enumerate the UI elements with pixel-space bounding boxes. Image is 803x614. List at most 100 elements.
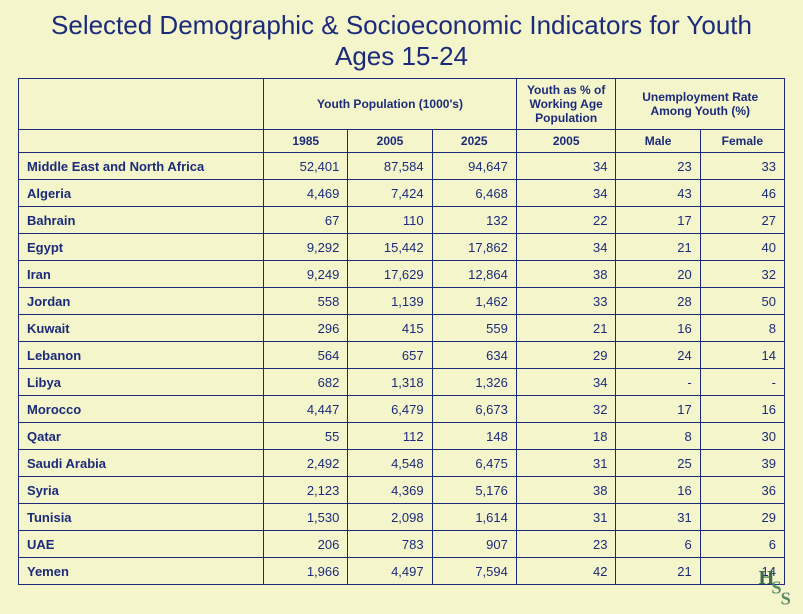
- indicators-table: Youth Population (1000's) Youth as % of …: [18, 78, 785, 585]
- row-value: 6,475: [432, 450, 516, 477]
- row-value: 34: [516, 153, 616, 180]
- row-value: 20: [616, 261, 700, 288]
- row-value: 32: [700, 261, 784, 288]
- row-value: 1,326: [432, 369, 516, 396]
- row-value: 564: [264, 342, 348, 369]
- row-value: 12,864: [432, 261, 516, 288]
- row-value: 2,492: [264, 450, 348, 477]
- row-value: 23: [616, 153, 700, 180]
- row-value: 16: [616, 315, 700, 342]
- row-value: 40: [700, 234, 784, 261]
- row-value: 55: [264, 423, 348, 450]
- header-female: Female: [700, 130, 784, 153]
- row-value: 36: [700, 477, 784, 504]
- header-working-age: Youth as % of Working Age Population: [516, 79, 616, 130]
- row-value: 21: [616, 234, 700, 261]
- row-value: 67: [264, 207, 348, 234]
- table-row: Saudi Arabia2,4924,5486,475312539: [19, 450, 785, 477]
- row-value: 2,098: [348, 504, 432, 531]
- row-value: 33: [700, 153, 784, 180]
- row-value: -: [700, 369, 784, 396]
- row-label: Iran: [19, 261, 264, 288]
- row-value: 38: [516, 477, 616, 504]
- row-value: 296: [264, 315, 348, 342]
- row-value: 21: [516, 315, 616, 342]
- row-value: 132: [432, 207, 516, 234]
- row-value: 112: [348, 423, 432, 450]
- row-value: 50: [700, 288, 784, 315]
- header-population: Youth Population (1000's): [264, 79, 517, 130]
- header-unemployment: Unemployment Rate Among Youth (%): [616, 79, 785, 130]
- row-value: 8: [700, 315, 784, 342]
- row-value: 17,629: [348, 261, 432, 288]
- row-value: 415: [348, 315, 432, 342]
- row-value: 38: [516, 261, 616, 288]
- row-value: 657: [348, 342, 432, 369]
- row-value: 558: [264, 288, 348, 315]
- table-row: Kuwait29641555921168: [19, 315, 785, 342]
- row-value: 94,647: [432, 153, 516, 180]
- row-value: 4,369: [348, 477, 432, 504]
- row-value: 17: [616, 396, 700, 423]
- header-2025: 2025: [432, 130, 516, 153]
- row-value: 28: [616, 288, 700, 315]
- row-value: 31: [516, 504, 616, 531]
- row-value: 5,176: [432, 477, 516, 504]
- row-value: 6: [616, 531, 700, 558]
- row-value: 52,401: [264, 153, 348, 180]
- row-value: 22: [516, 207, 616, 234]
- row-value: 27: [700, 207, 784, 234]
- table-row: Middle East and North Africa52,40187,584…: [19, 153, 785, 180]
- row-value: -: [616, 369, 700, 396]
- row-label: Yemen: [19, 558, 264, 585]
- row-label: Morocco: [19, 396, 264, 423]
- row-value: 21: [616, 558, 700, 585]
- row-value: 14: [700, 342, 784, 369]
- row-label: Saudi Arabia: [19, 450, 264, 477]
- row-value: 23: [516, 531, 616, 558]
- row-value: 1,139: [348, 288, 432, 315]
- row-value: 16: [616, 477, 700, 504]
- table-row: Algeria4,4697,4246,468344346: [19, 180, 785, 207]
- table-body: Middle East and North Africa52,40187,584…: [19, 153, 785, 585]
- row-value: 29: [516, 342, 616, 369]
- table-row: Iran9,24917,62912,864382032: [19, 261, 785, 288]
- row-value: 4,548: [348, 450, 432, 477]
- row-value: 30: [700, 423, 784, 450]
- table-row: UAE2067839072366: [19, 531, 785, 558]
- row-value: 9,292: [264, 234, 348, 261]
- row-label: Tunisia: [19, 504, 264, 531]
- table-row: Jordan5581,1391,462332850: [19, 288, 785, 315]
- row-value: 148: [432, 423, 516, 450]
- row-value: 1,530: [264, 504, 348, 531]
- row-value: 1,462: [432, 288, 516, 315]
- row-value: 42: [516, 558, 616, 585]
- row-value: 87,584: [348, 153, 432, 180]
- table-header: Youth Population (1000's) Youth as % of …: [19, 79, 785, 153]
- row-value: 206: [264, 531, 348, 558]
- row-value: 2,123: [264, 477, 348, 504]
- row-value: 24: [616, 342, 700, 369]
- row-label: Algeria: [19, 180, 264, 207]
- row-value: 6,468: [432, 180, 516, 207]
- row-label: Lebanon: [19, 342, 264, 369]
- row-value: 34: [516, 369, 616, 396]
- row-value: 16: [700, 396, 784, 423]
- row-value: 15,442: [348, 234, 432, 261]
- row-value: 43: [616, 180, 700, 207]
- row-value: 18: [516, 423, 616, 450]
- table-row: Qatar5511214818830: [19, 423, 785, 450]
- row-value: 17,862: [432, 234, 516, 261]
- row-value: 6,479: [348, 396, 432, 423]
- row-value: 46: [700, 180, 784, 207]
- row-value: 682: [264, 369, 348, 396]
- row-value: 907: [432, 531, 516, 558]
- row-value: 7,594: [432, 558, 516, 585]
- row-value: 8: [616, 423, 700, 450]
- row-value: 634: [432, 342, 516, 369]
- row-label: UAE: [19, 531, 264, 558]
- row-value: 1,966: [264, 558, 348, 585]
- row-value: 34: [516, 180, 616, 207]
- row-label: Bahrain: [19, 207, 264, 234]
- row-value: 32: [516, 396, 616, 423]
